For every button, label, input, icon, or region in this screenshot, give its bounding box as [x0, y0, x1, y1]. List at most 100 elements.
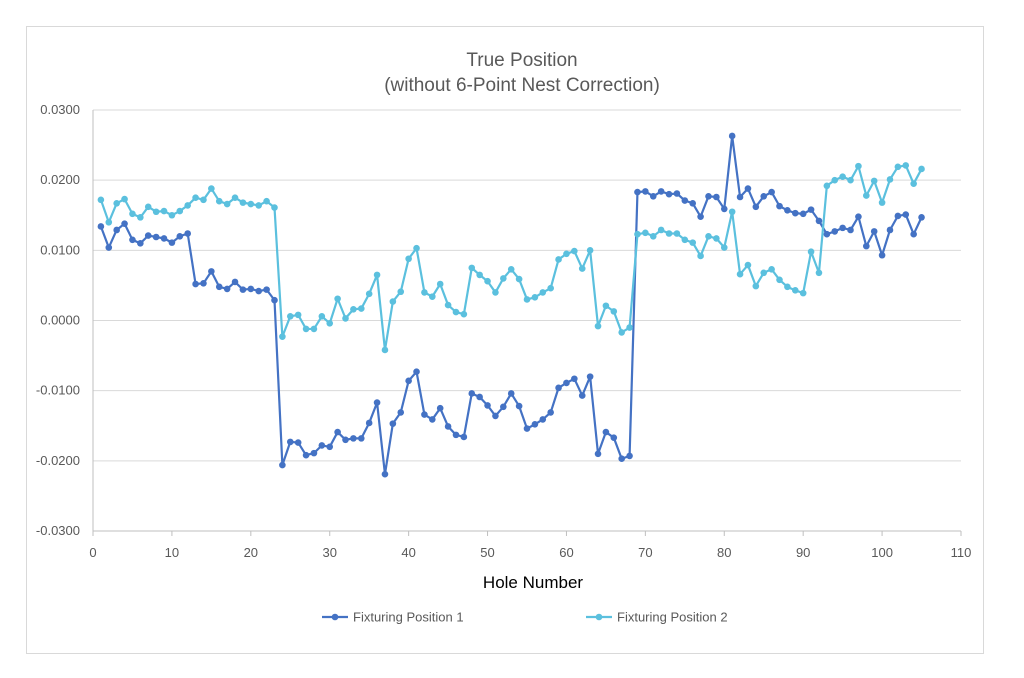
- data-point: [239, 199, 247, 206]
- data-point: [105, 244, 113, 251]
- data-point: [791, 287, 799, 294]
- data-point: [902, 211, 910, 218]
- data-point: [831, 176, 839, 184]
- data-point: [121, 220, 128, 227]
- data-point: [247, 285, 255, 293]
- series-line: [99, 134, 923, 476]
- data-point: [768, 188, 775, 196]
- data-point: [160, 207, 168, 215]
- data-point: [918, 214, 925, 221]
- data-point: [113, 226, 120, 234]
- data-point: [870, 228, 878, 235]
- data-point: [176, 233, 184, 240]
- data-point: [239, 286, 247, 293]
- legend-label: Fixturing Position 1: [353, 610, 464, 625]
- data-point: [886, 176, 894, 183]
- data-point: [247, 200, 255, 208]
- x-tick-labels: 0 10 20 30 40 50 60 70 80 90 100 110: [89, 531, 971, 560]
- data-point: [736, 193, 744, 201]
- data-point: [657, 188, 665, 195]
- data-point: [610, 308, 618, 315]
- data-point: [294, 439, 302, 446]
- data-point: [807, 248, 815, 256]
- data-point: [586, 373, 594, 380]
- data-point: [657, 226, 665, 234]
- data-point: [318, 442, 326, 449]
- data-point: [271, 204, 278, 211]
- data-point: [286, 312, 294, 320]
- data-point: [847, 226, 854, 234]
- x-tick-label: 80: [717, 545, 731, 560]
- data-point: [507, 265, 515, 273]
- data-point: [373, 271, 381, 279]
- data-point: [665, 230, 673, 237]
- data-point: [310, 449, 318, 457]
- data-point: [744, 185, 752, 192]
- data-point: [697, 213, 704, 220]
- data-point: [713, 193, 720, 201]
- x-tick-label: 70: [638, 545, 652, 560]
- data-point: [894, 212, 902, 220]
- data-point: [855, 213, 862, 220]
- data-point: [492, 289, 499, 296]
- data-point: [357, 435, 365, 442]
- data-point: [405, 377, 412, 385]
- data-point: [223, 285, 231, 293]
- data-point: [144, 203, 152, 211]
- data-point: [586, 247, 594, 254]
- data-point: [97, 223, 105, 230]
- y-tick-label: 0.0100: [40, 242, 80, 257]
- data-point: [452, 431, 460, 439]
- data-point: [728, 208, 736, 216]
- data-point: [634, 230, 641, 238]
- data-point: [397, 288, 405, 296]
- data-point: [902, 162, 910, 169]
- data-point: [626, 324, 633, 331]
- y-tick-label: -0.0300: [36, 523, 80, 538]
- data-point: [863, 192, 870, 199]
- data-point: [689, 200, 697, 207]
- x-tick-label: 0: [89, 545, 96, 560]
- data-point: [894, 163, 902, 171]
- data-point: [279, 461, 286, 469]
- data-point: [807, 206, 815, 213]
- data-point: [539, 416, 547, 423]
- data-point: [208, 185, 215, 192]
- data-point: [397, 409, 405, 416]
- data-point: [184, 202, 191, 209]
- data-point: [863, 242, 870, 250]
- data-point: [878, 199, 886, 206]
- data-point: [839, 224, 846, 232]
- data-point: [200, 196, 207, 204]
- data-point: [168, 211, 176, 219]
- data-point: [302, 325, 310, 333]
- data-point: [515, 402, 523, 410]
- data-point: [231, 194, 239, 202]
- data-point: [839, 173, 846, 180]
- data-point: [878, 251, 886, 259]
- data-point: [389, 298, 397, 305]
- data-point: [531, 421, 539, 428]
- data-point: [318, 312, 326, 320]
- data-point: [776, 276, 783, 284]
- data-point: [129, 236, 136, 244]
- data-point: [507, 390, 515, 397]
- data-point: [334, 428, 341, 436]
- data-point: [350, 435, 357, 442]
- y-tick-label: -0.0200: [36, 453, 80, 468]
- y-tick-label: 0.0200: [40, 172, 80, 187]
- data-point: [523, 425, 531, 432]
- data-point: [350, 305, 357, 313]
- chart-subtitle: (without 6-Point Nest Correction): [384, 75, 660, 96]
- data-point: [555, 384, 562, 392]
- x-tick-label: 50: [480, 545, 494, 560]
- data-point: [263, 197, 270, 205]
- data-point: [705, 233, 712, 240]
- data-point: [626, 452, 633, 460]
- x-tick-label: 40: [401, 545, 415, 560]
- data-point: [460, 433, 468, 441]
- data-point: [421, 411, 428, 418]
- x-tick-label: 20: [244, 545, 258, 560]
- data-point: [326, 443, 334, 451]
- data-point: [168, 239, 176, 246]
